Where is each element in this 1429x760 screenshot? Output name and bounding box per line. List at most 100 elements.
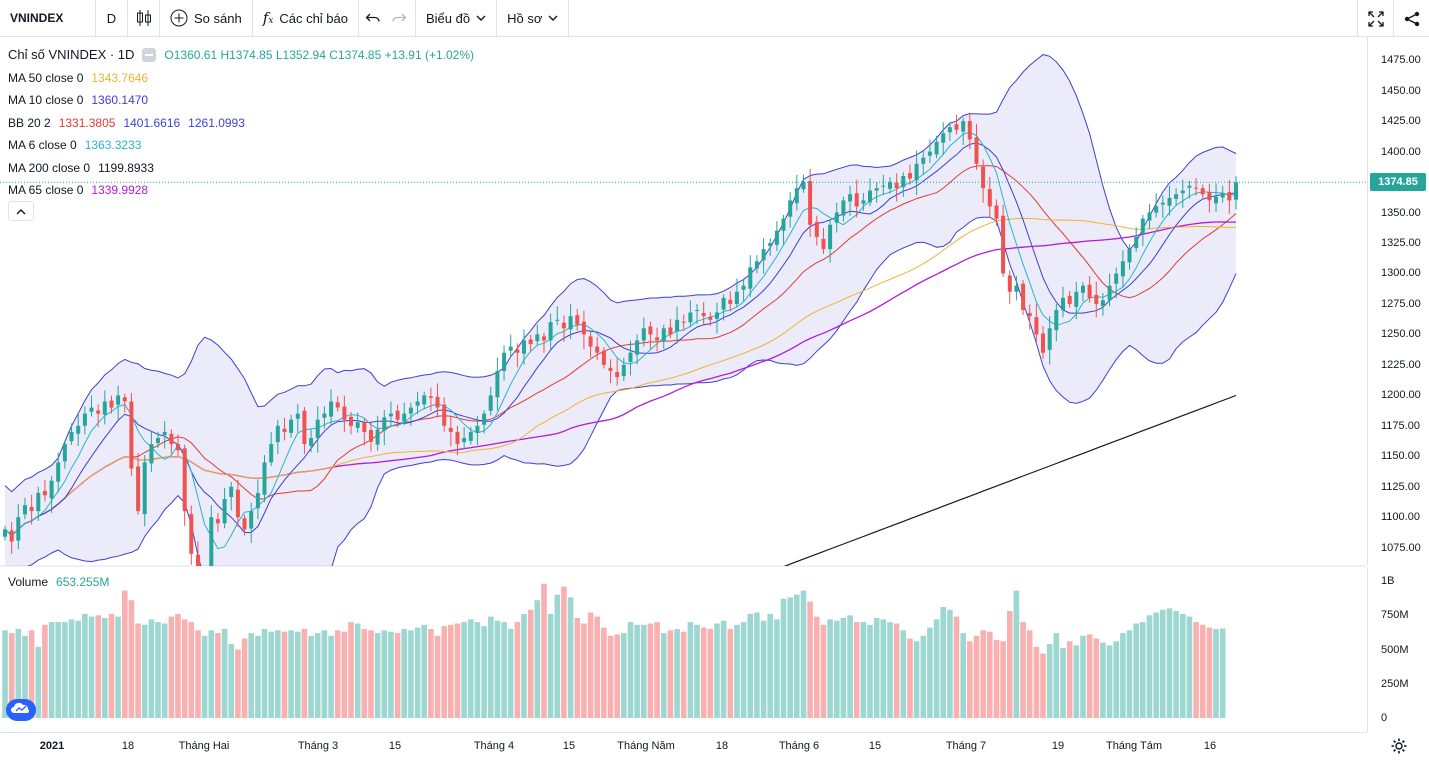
candle <box>1054 310 1059 331</box>
candle <box>255 492 260 509</box>
volume-bar <box>521 613 527 718</box>
volume-bar <box>1180 613 1186 718</box>
candle <box>661 328 666 342</box>
volume-bar <box>574 618 581 718</box>
settings-button[interactable] <box>1390 737 1408 760</box>
time-tick: Tháng Hai <box>178 740 230 752</box>
legend-indicator-bb[interactable]: BB 20 2 1331.3805 1401.6616 1261.0993 <box>8 112 474 135</box>
volume-bar <box>454 623 461 718</box>
volume-bar <box>228 644 234 718</box>
legend-indicator-ma65[interactable]: MA 65 close 0 1339.9928 <box>8 179 474 202</box>
volume-bar <box>867 624 873 718</box>
candle <box>768 243 773 247</box>
candle <box>335 402 340 408</box>
redo-icon <box>391 11 407 25</box>
candle <box>282 428 287 432</box>
legend-indicator-ma6[interactable]: MA 6 close 0 1363.3233 <box>8 134 474 157</box>
tradingview-logo[interactable] <box>6 699 36 721</box>
volume-bar <box>554 594 561 718</box>
candle <box>528 339 533 345</box>
volume-bar <box>128 600 135 718</box>
volume-bar <box>321 630 328 718</box>
candle <box>1234 182 1238 200</box>
candle <box>162 431 167 436</box>
volume-bar <box>627 622 634 718</box>
legend-title-row: Chỉ số VNINDEX · 1D O1360.61 H1374.85 L1… <box>8 44 474 67</box>
redo-button[interactable] <box>387 0 416 37</box>
candle <box>176 444 180 451</box>
volume-bar <box>747 613 754 718</box>
candle <box>515 349 520 353</box>
candle <box>954 124 959 130</box>
legend-indicator-ma50[interactable]: MA 50 close 0 1343.7646 <box>8 67 474 90</box>
volume-bar <box>594 616 600 718</box>
price-tick: 1275.00 <box>1381 297 1421 310</box>
volume-bar <box>381 630 388 718</box>
volume-bar <box>714 623 720 718</box>
volume-bar <box>980 630 986 718</box>
volume-bar <box>740 622 747 718</box>
legend-indicator-ma10[interactable]: MA 10 close 0 1360.1470 <box>8 89 474 112</box>
volume-bar <box>314 633 321 718</box>
volume-bar <box>1053 633 1060 718</box>
profile-menu-button[interactable]: Hồ sơ <box>497 0 570 37</box>
candle <box>415 401 420 406</box>
candle <box>535 334 540 342</box>
candle <box>109 400 114 408</box>
volume-bar <box>434 635 441 718</box>
candle <box>734 291 739 304</box>
candle <box>382 417 387 431</box>
time-tick: Tháng 6 <box>778 740 820 752</box>
volume-tick: 500M <box>1381 643 1409 656</box>
price-chart[interactable] <box>0 38 1367 732</box>
candle <box>342 406 347 420</box>
volume-bar <box>201 635 208 718</box>
volume-bar <box>527 609 534 718</box>
interval-button[interactable]: D <box>96 0 128 37</box>
indicator-name: MA 200 close 0 <box>8 160 91 175</box>
legend-collapse-button[interactable] <box>8 201 34 221</box>
candle <box>36 492 41 512</box>
share-button[interactable] <box>1393 0 1429 37</box>
symbol-search-button[interactable]: VNINDEX <box>0 0 96 37</box>
candle <box>1107 285 1112 301</box>
volume-bar <box>394 633 401 718</box>
volume-axis[interactable]: 1B 750M 500M 250M 0 <box>1367 567 1429 732</box>
volume-bar <box>414 627 421 718</box>
volume-bar <box>148 619 155 718</box>
volume-bar <box>474 622 481 718</box>
volume-bar <box>641 624 647 718</box>
candle <box>1001 215 1006 274</box>
volume-bar <box>1086 634 1093 718</box>
volume-bar <box>907 638 913 718</box>
candle <box>189 514 194 554</box>
volume-bar <box>1080 635 1086 718</box>
chart-menu-button[interactable]: Biểu đồ <box>416 0 498 37</box>
legend-eye-icon[interactable] <box>142 48 157 62</box>
candle <box>1074 291 1079 307</box>
indicators-button[interactable]: fx Các chỉ báo <box>253 0 359 37</box>
legend-indicator-ma200[interactable]: MA 200 close 0 1199.8933 <box>8 157 474 180</box>
price-tick: 1200.00 <box>1381 389 1421 402</box>
candle <box>169 433 174 445</box>
compare-button[interactable]: So sánh <box>160 0 253 37</box>
volume-bar <box>494 620 501 718</box>
candle <box>981 166 986 189</box>
volume-bar <box>175 613 181 718</box>
undo-button[interactable] <box>359 0 387 37</box>
candle <box>987 189 992 207</box>
price-axis[interactable]: 1475.001450.001425.001400.001375.001350.… <box>1367 37 1429 565</box>
candle <box>249 511 254 529</box>
candle <box>349 416 353 426</box>
fullscreen-button[interactable] <box>1357 0 1393 37</box>
volume-tick: 1B <box>1381 575 1395 587</box>
time-axis[interactable]: 2021 18 Tháng Hai Tháng 3 15 Tháng 4 15 Tháng N… <box>0 732 1367 759</box>
candle <box>295 413 300 419</box>
volume-bar <box>567 597 574 718</box>
volume-bar <box>1007 611 1013 718</box>
time-tick: 2021 <box>39 740 65 752</box>
candle <box>1027 313 1032 317</box>
chart-style-button[interactable] <box>128 0 160 37</box>
price-tick: 1100.00 <box>1381 511 1420 524</box>
volume-bar <box>295 631 301 718</box>
